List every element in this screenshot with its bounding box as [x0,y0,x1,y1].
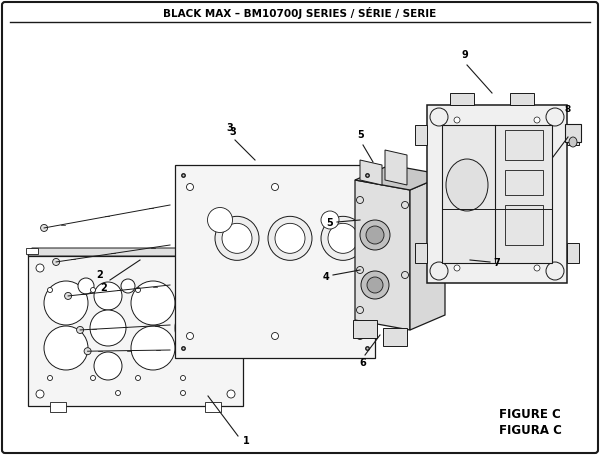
Ellipse shape [356,307,364,313]
Text: 8: 8 [565,105,571,114]
Polygon shape [233,248,245,254]
Ellipse shape [321,216,365,260]
Text: 2: 2 [100,283,107,293]
Ellipse shape [271,183,278,191]
Bar [565,124,581,142]
Polygon shape [28,248,247,256]
Ellipse shape [136,288,140,293]
Ellipse shape [94,282,122,310]
Polygon shape [567,243,579,263]
Ellipse shape [136,375,140,380]
Ellipse shape [215,216,259,260]
Ellipse shape [187,183,193,191]
Ellipse shape [121,279,135,293]
Ellipse shape [78,278,94,294]
Ellipse shape [84,348,91,355]
Polygon shape [410,175,445,330]
Ellipse shape [208,207,233,233]
Ellipse shape [546,262,564,280]
Ellipse shape [41,224,47,232]
Text: BLACK MAX – BM10700J SERIES / SÉRIE / SERIE: BLACK MAX – BM10700J SERIES / SÉRIE / SE… [163,7,437,19]
Bar [505,130,543,160]
Ellipse shape [401,202,409,208]
Bar [505,205,543,245]
Polygon shape [567,125,579,145]
Polygon shape [28,256,243,406]
Ellipse shape [94,352,122,380]
Ellipse shape [181,390,185,395]
Polygon shape [415,243,427,263]
Ellipse shape [569,137,577,147]
Ellipse shape [356,183,364,191]
Ellipse shape [222,223,252,253]
Ellipse shape [360,220,390,250]
Ellipse shape [356,197,364,203]
Ellipse shape [227,390,235,398]
Polygon shape [383,328,407,346]
Text: 6: 6 [359,358,367,368]
Polygon shape [360,160,382,185]
Text: 3: 3 [227,123,233,133]
Text: 7: 7 [493,258,500,268]
Ellipse shape [275,223,305,253]
Ellipse shape [534,265,540,271]
Text: 1: 1 [243,436,250,446]
Ellipse shape [227,264,235,272]
Ellipse shape [321,211,339,229]
Ellipse shape [77,326,83,334]
Polygon shape [450,93,474,105]
Ellipse shape [44,281,88,325]
Ellipse shape [131,281,175,325]
Polygon shape [385,150,407,185]
Ellipse shape [47,375,53,380]
Ellipse shape [90,310,126,346]
Polygon shape [205,402,221,412]
Ellipse shape [181,375,185,380]
Polygon shape [427,105,567,283]
Ellipse shape [446,159,488,211]
Text: 4: 4 [322,272,329,282]
Polygon shape [26,248,38,254]
Ellipse shape [356,267,364,273]
Ellipse shape [356,333,364,339]
Ellipse shape [361,271,389,299]
Ellipse shape [187,333,193,339]
Polygon shape [415,125,427,145]
Polygon shape [510,93,534,105]
Ellipse shape [175,300,231,356]
Ellipse shape [430,226,470,271]
Polygon shape [355,180,410,330]
Text: 2: 2 [96,270,103,280]
Ellipse shape [36,264,44,272]
Ellipse shape [445,242,455,254]
Polygon shape [353,320,377,338]
Ellipse shape [36,390,44,398]
Ellipse shape [53,258,59,265]
Ellipse shape [65,293,71,299]
Ellipse shape [367,277,383,293]
Bar [505,170,543,195]
Text: FIGURE C: FIGURE C [499,409,561,421]
Ellipse shape [454,265,460,271]
Ellipse shape [131,326,175,370]
Text: 5: 5 [358,130,364,140]
Ellipse shape [430,108,448,126]
Polygon shape [175,165,375,358]
Polygon shape [355,165,445,190]
Text: 9: 9 [461,50,469,60]
Ellipse shape [271,333,278,339]
Ellipse shape [268,216,312,260]
Ellipse shape [438,234,462,262]
Ellipse shape [44,326,88,370]
Polygon shape [442,125,552,263]
Ellipse shape [115,390,121,395]
Polygon shape [50,402,66,412]
Ellipse shape [91,375,95,380]
Ellipse shape [430,262,448,280]
Ellipse shape [366,226,384,244]
Ellipse shape [454,117,460,123]
Ellipse shape [91,288,95,293]
Ellipse shape [47,288,53,293]
Ellipse shape [328,223,358,253]
